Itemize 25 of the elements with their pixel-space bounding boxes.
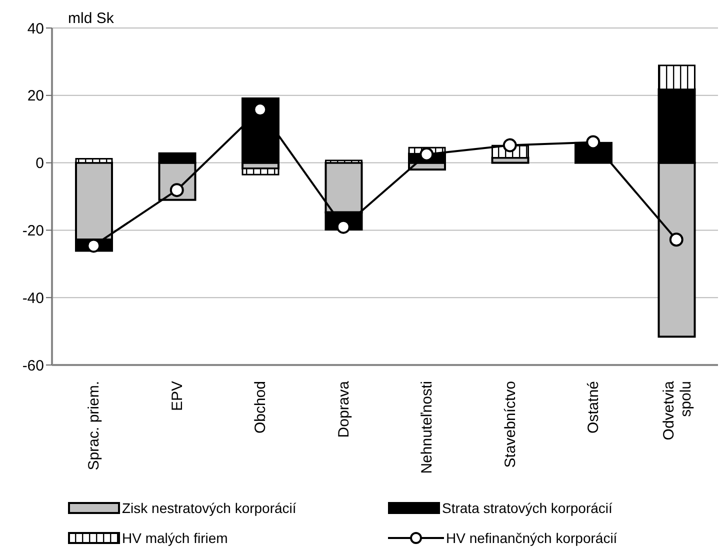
point bbox=[170, 183, 184, 198]
x-tick-label: Ostatné bbox=[585, 381, 602, 434]
x-tick-label: EPV bbox=[168, 381, 186, 412]
point bbox=[502, 138, 517, 152]
y-tick-label: -20 bbox=[22, 222, 44, 240]
point bbox=[86, 238, 101, 253]
y-tick-label: -40 bbox=[22, 290, 44, 307]
x-tick-label: Obchod bbox=[252, 381, 270, 434]
x-tick-label: Stavebníctvo bbox=[502, 381, 519, 468]
point bbox=[586, 135, 600, 150]
point bbox=[420, 147, 434, 162]
legend-label: Strata stratových korporácií bbox=[442, 500, 612, 516]
point bbox=[669, 232, 684, 247]
y-tick-label: -60 bbox=[22, 357, 44, 374]
legend-label: HV malých firiem bbox=[122, 530, 228, 546]
y-tick-label: 20 bbox=[27, 88, 44, 105]
x-tick-label: Doprava bbox=[335, 380, 352, 438]
x-tick-label: Odvetvia spolu bbox=[660, 380, 694, 440]
legend-label: HV nefinančných korporácií bbox=[446, 530, 618, 546]
x-tick-label: Nehnuteľnosti bbox=[418, 381, 436, 474]
x-tick-label: Sprac. priem. bbox=[86, 381, 103, 470]
y-tick-label: 0 bbox=[36, 155, 44, 172]
y-axis-title: mld Sk bbox=[68, 10, 114, 27]
legend-label: Zisk nestratových korporácií bbox=[122, 500, 296, 516]
y-tick-label: 40 bbox=[27, 20, 44, 38]
